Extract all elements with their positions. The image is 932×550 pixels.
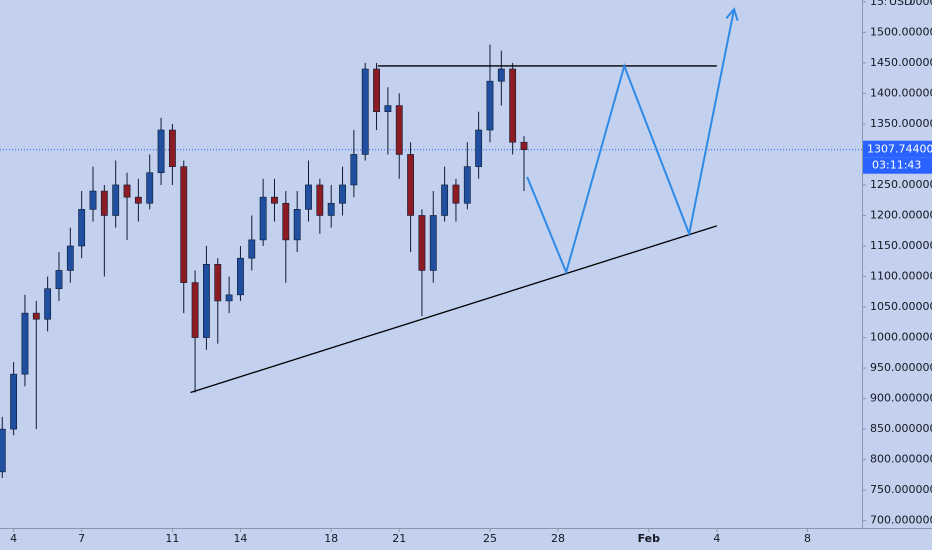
candle-body bbox=[418, 215, 426, 271]
y-tick-label: 1350.000000 bbox=[870, 117, 932, 130]
candle-body bbox=[225, 294, 233, 302]
y-tick-label: 1500.000000 bbox=[870, 25, 932, 38]
candle-body bbox=[55, 270, 63, 290]
candle-body bbox=[395, 105, 403, 155]
candle-body bbox=[237, 257, 244, 296]
candle-body bbox=[123, 184, 131, 198]
candle-body bbox=[214, 264, 222, 302]
candle-body bbox=[384, 105, 392, 113]
candle-body bbox=[78, 209, 86, 247]
currency-label: USD bbox=[889, 0, 913, 8]
x-tick-label: 28 bbox=[551, 532, 565, 545]
last-price-box bbox=[863, 140, 932, 158]
y-tick-label: 1000.000000 bbox=[870, 331, 932, 344]
y-tick-label: 750.000000 bbox=[870, 483, 932, 496]
candle-body bbox=[0, 428, 6, 473]
candle-body bbox=[32, 312, 40, 320]
candle-body bbox=[112, 184, 120, 216]
candle-body bbox=[10, 373, 18, 430]
candle-body bbox=[21, 312, 29, 375]
candle-body bbox=[316, 184, 324, 216]
y-tick-label: 700.000000 bbox=[870, 514, 932, 527]
candle-body bbox=[497, 68, 505, 82]
candle-body bbox=[100, 190, 108, 216]
candle-body bbox=[248, 239, 256, 259]
x-tick-label: 21 bbox=[392, 532, 406, 545]
candle-body bbox=[191, 282, 199, 338]
candle-body bbox=[89, 190, 97, 210]
trend-drawing bbox=[526, 8, 736, 276]
candle-body bbox=[259, 196, 267, 241]
arrow-head bbox=[725, 7, 739, 21]
candle-body bbox=[441, 184, 449, 216]
x-tick-label: 14 bbox=[233, 532, 247, 545]
candle-body bbox=[373, 68, 380, 113]
y-tick-label: 850.000000 bbox=[870, 422, 932, 435]
x-tick-label: 7 bbox=[78, 532, 85, 545]
y-tick-label: 950.000000 bbox=[870, 361, 932, 374]
x-tick-label: 4 bbox=[713, 532, 720, 545]
candle-body bbox=[509, 68, 517, 143]
candle-body bbox=[203, 264, 210, 338]
candle-body bbox=[475, 129, 483, 167]
x-tick-label: Feb bbox=[638, 532, 661, 545]
x-tick-label: 18 bbox=[324, 532, 338, 545]
y-tick-label: 1250.000000 bbox=[870, 178, 932, 191]
candle-body bbox=[463, 166, 471, 204]
candle-body bbox=[44, 288, 52, 320]
candle-body bbox=[180, 166, 188, 283]
candle-body bbox=[168, 129, 176, 167]
candle-body bbox=[339, 184, 346, 204]
y-tick-label: 1150.000000 bbox=[870, 239, 932, 252]
candle-body bbox=[520, 141, 528, 151]
y-tick-label: 1450.000000 bbox=[870, 56, 932, 69]
candle-body bbox=[66, 245, 74, 271]
trend-drawing bbox=[190, 225, 718, 394]
candle-body bbox=[486, 80, 494, 131]
y-tick-label: 1050.000000 bbox=[870, 300, 932, 313]
candle-body bbox=[146, 172, 154, 204]
y-tick-label: 1100.000000 bbox=[870, 270, 932, 283]
countdown-box bbox=[863, 157, 932, 174]
candle-body bbox=[271, 196, 278, 204]
candle-body bbox=[293, 209, 301, 241]
y-tick-label: 1200.000000 bbox=[870, 208, 932, 221]
candle-body bbox=[350, 154, 358, 186]
candle-body bbox=[407, 154, 415, 216]
candle-body bbox=[134, 196, 142, 204]
x-tick-label: 11 bbox=[165, 532, 179, 545]
currency-bg bbox=[886, 0, 910, 9]
x-tick-label: 25 bbox=[483, 532, 497, 545]
candle-body bbox=[282, 202, 290, 241]
x-tick-label: 4 bbox=[10, 532, 17, 545]
candle-body bbox=[157, 129, 165, 174]
candle-body bbox=[452, 184, 460, 204]
y-tick-label: 1400.000000 bbox=[870, 86, 932, 99]
candle-body bbox=[305, 184, 312, 210]
candle-body bbox=[327, 202, 335, 216]
y-tick-label: 800.000000 bbox=[870, 453, 932, 466]
countdown-label: 03:11:43 bbox=[872, 159, 921, 172]
x-tick-label: 8 bbox=[804, 532, 811, 545]
y-tick-label: 900.000000 bbox=[870, 392, 932, 405]
candle-body bbox=[429, 215, 437, 271]
candle-body bbox=[361, 68, 369, 155]
